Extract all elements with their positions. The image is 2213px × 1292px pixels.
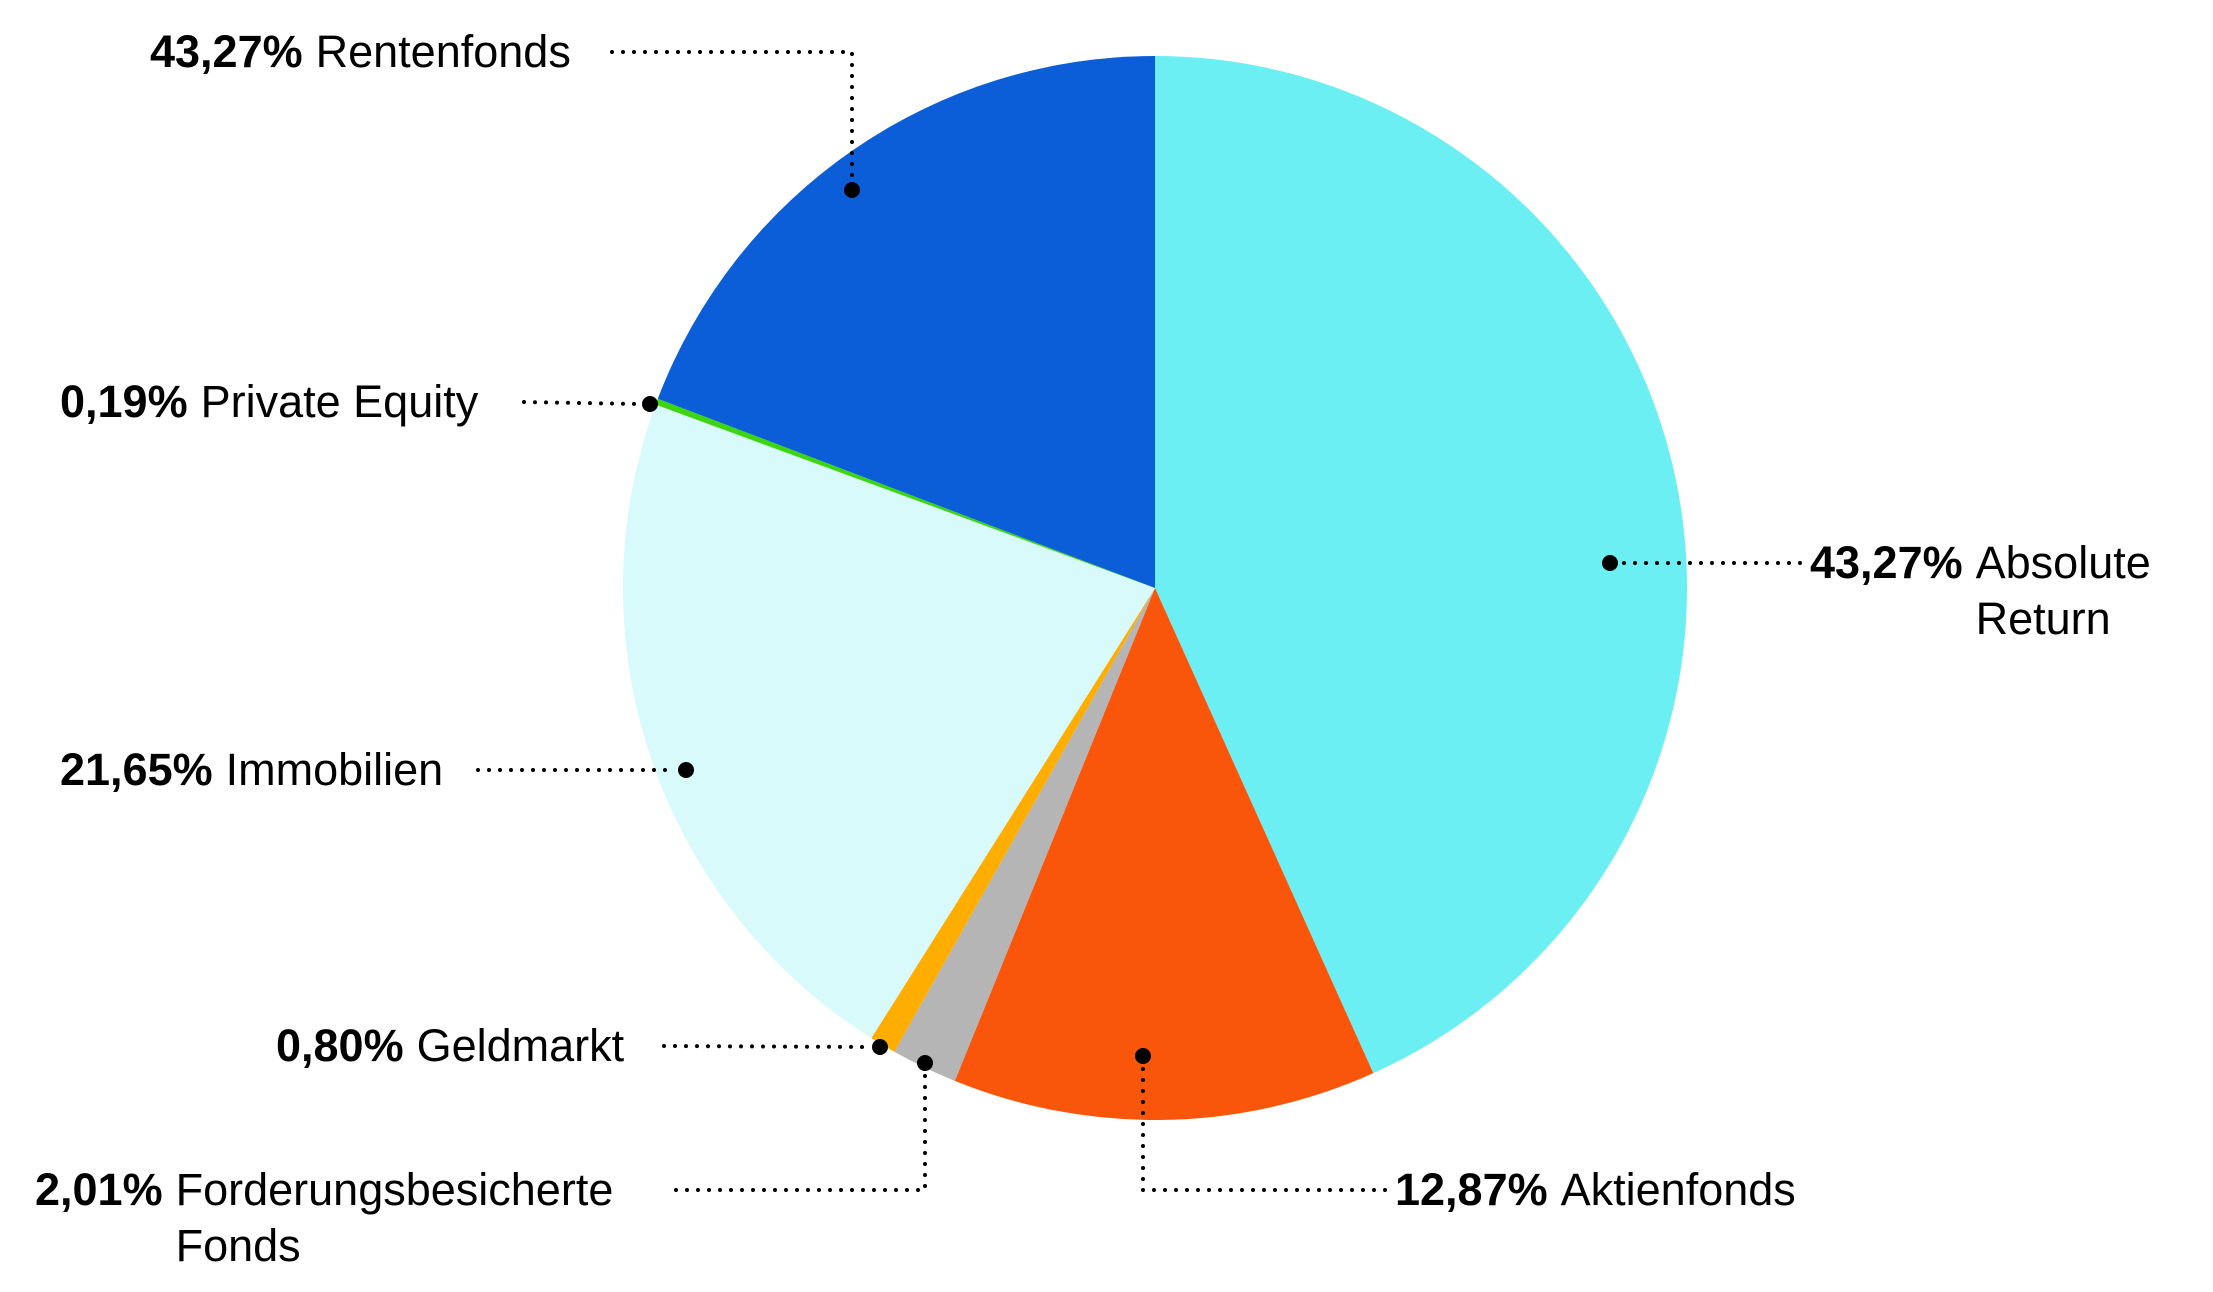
leader-dot-immobilien [678, 762, 694, 778]
label-aktienfonds: 12,87% Aktienfonds [1395, 1162, 1796, 1218]
pie-slice-rentenfonds [657, 56, 1155, 588]
callout-leader-lines [476, 50, 1802, 1192]
leader-line-forderungsbesicherte-fonds [674, 1072, 927, 1192]
leader-line-private-equity [522, 400, 642, 406]
category-name: Geldmarkt [416, 1020, 625, 1071]
percent-value: 21,65% [60, 744, 213, 795]
leader-line-geldmarkt [662, 1044, 872, 1049]
leader-dot-geldmarkt [872, 1039, 888, 1055]
label-absolute-return: 43,27% Absolute Return [1810, 535, 2176, 647]
pie-slice-aktienfonds [954, 588, 1374, 1121]
label-immobilien: 21,65% Immobilien [60, 742, 443, 798]
percent-value: 2,01% [35, 1164, 163, 1215]
pie-slices [622, 56, 1688, 1121]
percent-value: 43,27% [1810, 537, 1963, 588]
label-forderungsbesicherte-fonds: 2,01% Forderungsbesicherte Fonds [35, 1162, 636, 1274]
label-rentenfonds: 43,27% Rentenfonds [150, 24, 571, 80]
category-name: Aktienfonds [1560, 1164, 1796, 1215]
leader-dot-aktienfonds [1135, 1048, 1151, 1064]
leader-dot-absolute-return [1602, 555, 1618, 571]
pie-slice-geldmarkt [871, 588, 1155, 1052]
leader-line-rentenfonds [610, 50, 854, 182]
leader-dot-forderungsbesicherte-fonds [917, 1055, 933, 1071]
percent-value: 43,27% [150, 26, 303, 77]
label-private-equity: 0,19% Private Equity [60, 374, 478, 430]
category-name: Rentenfonds [315, 26, 571, 77]
percent-value: 0,80% [276, 1020, 404, 1071]
leader-dot-private-equity [642, 396, 658, 412]
pie-slice-private-equity [655, 398, 1155, 588]
pie-slice-forderungsbesicherte-fonds [894, 588, 1155, 1081]
category-name: Absolute Return [1975, 537, 2151, 644]
percent-value: 0,19% [60, 376, 188, 427]
category-name: Forderungsbesicherte Fonds [175, 1164, 614, 1271]
label-geldmarkt: 0,80% Geldmarkt [276, 1018, 624, 1074]
category-name: Private Equity [200, 376, 479, 427]
pie-slice-immobilien [622, 404, 1155, 1039]
leader-dot-rentenfonds [844, 182, 860, 198]
leader-line-aktienfonds [1141, 1065, 1387, 1192]
percent-value: 12,87% [1395, 1164, 1548, 1215]
category-name: Immobilien [225, 744, 444, 795]
pie-slice-absolute-return [1155, 56, 1688, 1074]
